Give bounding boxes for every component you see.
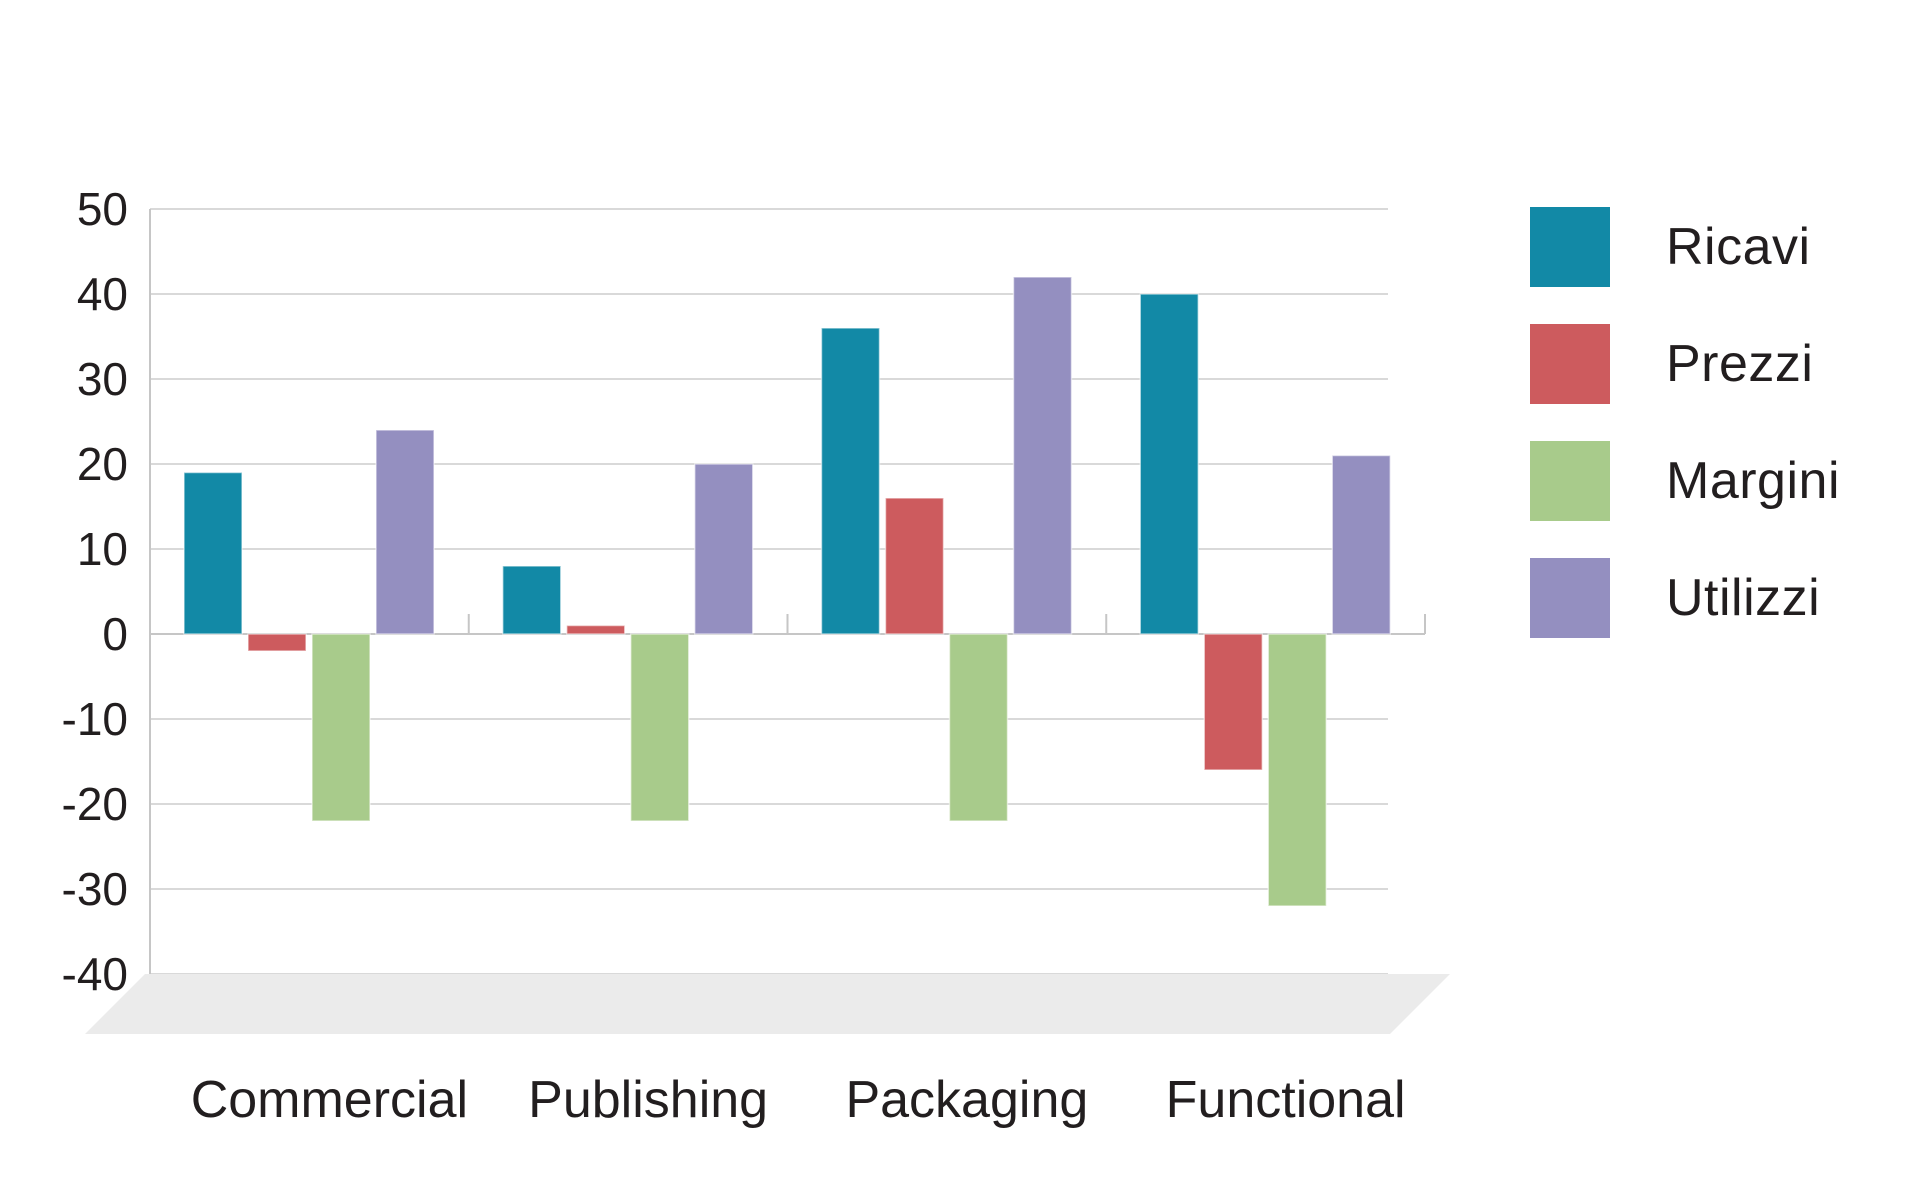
bar-ricavi-commercial [183,471,243,635]
legend-label-ricavi: Ricavi [1666,218,1811,276]
bar-margini-packaging [948,633,1009,822]
y-tick-label-50: 50 [77,183,128,235]
legend-swatch-margini [1530,441,1610,521]
bar-utilizzi-functional [1331,454,1391,635]
y-tick-label--30: -30 [62,863,128,915]
y-tick-label-40: 40 [77,268,128,320]
y-tick-label--40: -40 [62,948,128,1000]
bar-margini-functional [1267,633,1327,907]
x-category-label-functional: Functional [1166,1071,1406,1129]
legend-label-margini: Margini [1666,452,1840,510]
bar-prezzi-publishing [566,624,626,635]
legend-label-prezzi: Prezzi [1666,335,1814,393]
x-category-label-packaging: Packaging [845,1071,1088,1129]
legend-swatch-utilizzi [1530,558,1610,638]
legend: Ricavi Prezzi Margini Utilizzi [1530,207,1840,675]
y-tick-label-30: 30 [77,353,128,405]
bar-prezzi-functional [1203,633,1263,771]
legend-swatch-prezzi [1530,324,1610,404]
bar-utilizzi-commercial [375,429,435,635]
legend-item-ricavi: Ricavi [1530,207,1840,287]
legend-swatch-ricavi [1530,207,1610,287]
bar-utilizzi-publishing [694,463,754,635]
bar-margini-commercial [311,633,371,822]
x-category-label-commercial: Commercial [191,1071,468,1129]
bar-margini-publishing [630,633,690,822]
legend-item-utilizzi: Utilizzi [1530,558,1840,638]
bar-ricavi-packaging [820,327,881,635]
x-category-label-publishing: Publishing [528,1071,768,1129]
chart-floor [85,974,1450,1034]
y-tick-label-0: 0 [102,608,128,660]
bar-prezzi-commercial [247,633,307,652]
y-tick-label-10: 10 [77,523,128,575]
bar-ricavi-publishing [502,565,562,635]
legend-label-utilizzi: Utilizzi [1666,569,1821,627]
y-tick-label--20: -20 [62,778,128,830]
y-tick-label--10: -10 [62,693,128,745]
bar-prezzi-packaging [884,497,945,635]
legend-item-margini: Margini [1530,441,1840,521]
bar-ricavi-functional [1139,293,1199,635]
legend-item-prezzi: Prezzi [1530,324,1840,404]
bar-utilizzi-packaging [1012,276,1073,635]
y-tick-label-20: 20 [77,438,128,490]
